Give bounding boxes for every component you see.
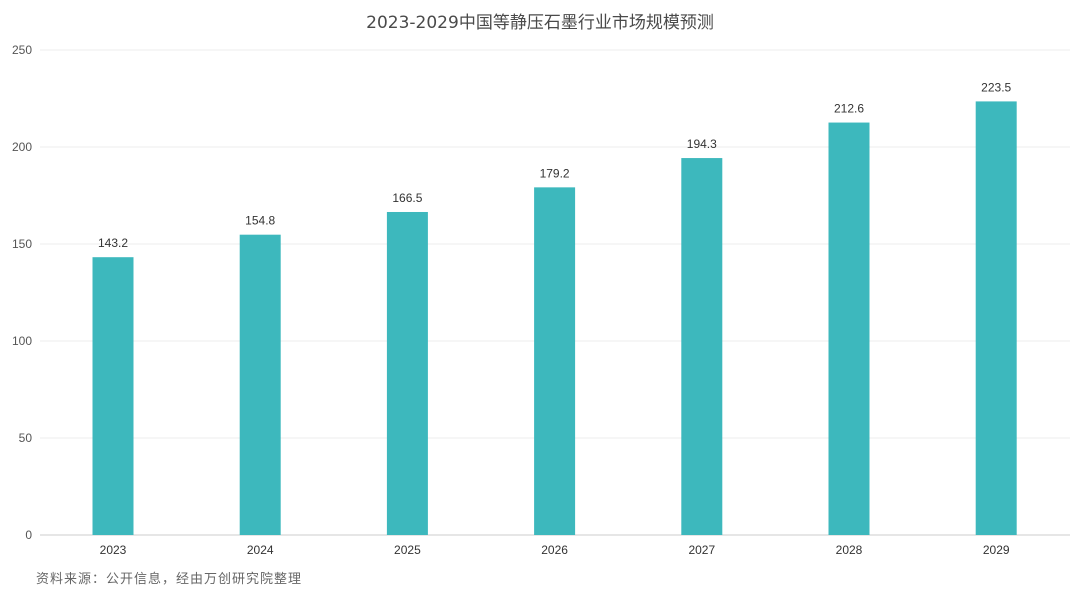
x-tick-label: 2026: [541, 543, 568, 557]
y-tick-label: 50: [19, 431, 33, 445]
chart-title: 2023-2029中国等静压石墨行业市场规模预测: [366, 13, 714, 33]
bars: [92, 101, 1017, 536]
bar: [975, 101, 1017, 535]
y-tick-label: 250: [12, 43, 32, 57]
x-tick-label: 2025: [394, 543, 421, 557]
bar: [828, 122, 870, 535]
bar: [92, 257, 134, 535]
data-label: 223.5: [981, 80, 1011, 94]
y-tick-label: 0: [25, 528, 32, 542]
data-label: 212.6: [834, 102, 864, 116]
data-label: 166.5: [392, 191, 422, 205]
x-tick-label: 2024: [247, 543, 274, 557]
data-label: 143.2: [98, 236, 128, 250]
bar: [681, 158, 723, 536]
x-tick-label: 2028: [836, 543, 863, 557]
source-note: 资料来源：公开信息，经由万创研究院整理: [36, 572, 303, 587]
data-labels: 143.2 154.8 166.5 179.2 194.3 212.6 223.5: [98, 80, 1012, 250]
bar: [534, 187, 576, 536]
y-tick-label: 200: [12, 140, 32, 154]
bar: [239, 234, 281, 536]
bar: [386, 211, 428, 536]
y-axis-ticks: 0 50 100 150 200 250: [12, 43, 32, 542]
x-tick-label: 2029: [983, 543, 1010, 557]
x-tick-label: 2023: [100, 543, 127, 557]
x-tick-label: 2027: [688, 543, 715, 557]
data-label: 179.2: [540, 166, 570, 180]
y-tick-label: 100: [12, 334, 32, 348]
y-tick-label: 150: [12, 237, 32, 251]
data-label: 194.3: [687, 137, 717, 151]
x-axis-ticks: 2023 2024 2025 2026 2027 2028 2029: [100, 543, 1010, 557]
data-label: 154.8: [245, 214, 275, 228]
